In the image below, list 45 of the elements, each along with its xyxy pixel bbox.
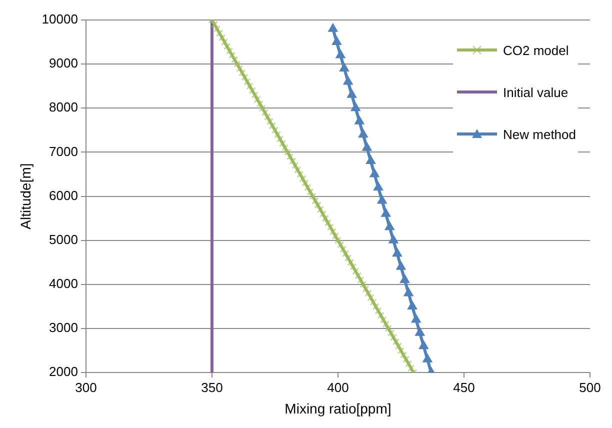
point <box>373 182 384 190</box>
x-tick-label: 500 <box>579 380 601 395</box>
x-tick-label: 350 <box>201 380 223 395</box>
point <box>339 62 350 72</box>
y-tick-label: 6000 <box>49 188 78 203</box>
point <box>343 76 353 85</box>
point <box>354 116 364 124</box>
point <box>336 50 346 58</box>
y-tick-label: 2000 <box>49 364 78 380</box>
point <box>366 156 376 164</box>
legend-label: Initial value <box>503 84 568 100</box>
point <box>400 274 410 284</box>
point <box>362 142 372 151</box>
point <box>404 288 414 296</box>
point <box>407 300 418 310</box>
point <box>396 261 406 270</box>
y-tick-label: 10000 <box>42 12 78 27</box>
y-tick-label: 4000 <box>49 276 78 292</box>
y-tick-label: 8000 <box>49 100 78 115</box>
y-axis-title: Altitude[m] <box>17 163 34 230</box>
x-axis-title: Mixing ratio[ppm] <box>284 400 392 416</box>
point <box>381 208 391 217</box>
point <box>332 36 342 46</box>
point <box>328 23 338 32</box>
point <box>377 195 387 204</box>
y-tick-label: 9000 <box>49 56 78 71</box>
point <box>370 168 380 178</box>
point <box>422 354 432 362</box>
point <box>358 129 368 138</box>
point <box>418 340 428 350</box>
x-tick-label: 300 <box>75 380 97 395</box>
point <box>392 248 402 257</box>
x-tick-label: 400 <box>327 380 349 395</box>
y-tick-label: 3000 <box>49 320 78 336</box>
point <box>350 102 360 112</box>
point <box>388 234 398 244</box>
x-tick-label: 450 <box>453 380 475 395</box>
point <box>384 222 394 230</box>
point <box>411 314 421 323</box>
point <box>347 89 357 98</box>
legend-label: New method <box>503 126 576 142</box>
point <box>415 327 425 336</box>
legend-label: CO2 model <box>503 42 569 58</box>
y-tick-label: 5000 <box>49 232 78 247</box>
y-tick-label: 7000 <box>49 144 78 159</box>
